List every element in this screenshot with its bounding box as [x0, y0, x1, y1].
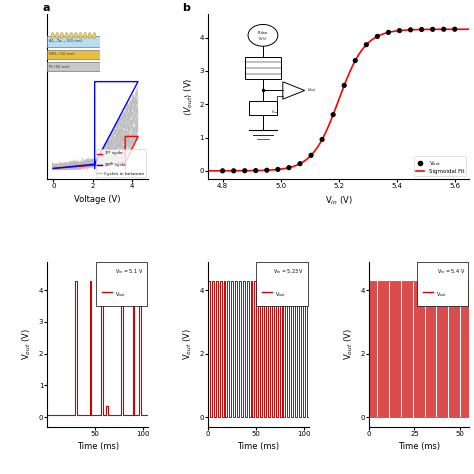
X-axis label: Time (ms): Time (ms) [237, 442, 279, 451]
Point [340, 82, 348, 89]
Point [263, 166, 271, 174]
X-axis label: Time (ms): Time (ms) [77, 442, 118, 451]
Y-axis label: V$_{out}$ (V): V$_{out}$ (V) [342, 328, 355, 360]
FancyBboxPatch shape [96, 262, 147, 306]
Text: V$_{out}$: V$_{out}$ [275, 291, 286, 300]
Point [429, 26, 437, 33]
Point [274, 165, 282, 173]
FancyBboxPatch shape [417, 262, 468, 306]
Y-axis label: $\langle V_{out}\rangle$ (V): $\langle V_{out}\rangle$ (V) [182, 78, 194, 116]
Text: b: b [182, 2, 190, 13]
Point [241, 167, 248, 174]
Point [252, 167, 260, 174]
Point [418, 26, 425, 33]
Text: V$_{out}$: V$_{out}$ [436, 291, 447, 300]
Legend: 1$^{st}$ cycle, 20$^{th}$ cycle, Cycles in between: 1$^{st}$ cycle, 20$^{th}$ cycle, Cycles … [96, 149, 146, 177]
Point [363, 41, 370, 48]
Text: V$_{out}$: V$_{out}$ [115, 291, 126, 300]
X-axis label: Voltage (V): Voltage (V) [74, 195, 121, 204]
Text: V$_{in}$ = 5.1 V: V$_{in}$ = 5.1 V [115, 267, 144, 276]
X-axis label: V$_{in}$ (V): V$_{in}$ (V) [325, 195, 353, 208]
Text: a: a [42, 2, 50, 13]
Point [230, 167, 237, 174]
Y-axis label: V$_{out}$ (V): V$_{out}$ (V) [21, 328, 33, 360]
Text: V$_{in}$ = 5.23 V: V$_{in}$ = 5.23 V [273, 267, 304, 276]
Text: V$_{in}$ = 5.4 V: V$_{in}$ = 5.4 V [437, 267, 465, 276]
FancyBboxPatch shape [256, 262, 308, 306]
X-axis label: Time (ms): Time (ms) [398, 442, 440, 451]
Point [407, 26, 414, 34]
Point [219, 167, 227, 174]
Point [296, 160, 304, 167]
Point [285, 164, 293, 172]
Point [329, 111, 337, 118]
Point [374, 33, 381, 40]
Point [384, 28, 392, 36]
Y-axis label: V$_{out}$ (V): V$_{out}$ (V) [182, 328, 194, 360]
Point [307, 152, 315, 159]
Legend: V$_{out}$, Sigmoidal Fit: V$_{out}$, Sigmoidal Fit [414, 156, 466, 176]
Point [352, 57, 359, 64]
Point [319, 136, 326, 143]
Point [451, 26, 458, 33]
Point [396, 27, 403, 35]
Point [440, 26, 447, 33]
